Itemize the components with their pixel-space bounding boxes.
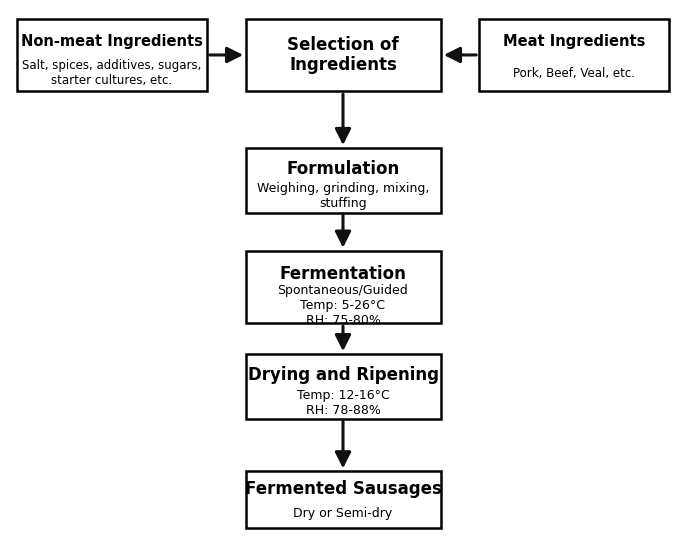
FancyBboxPatch shape [245, 354, 440, 419]
Text: Weighing, grinding, mixing,
stuffing: Weighing, grinding, mixing, stuffing [257, 182, 429, 210]
Text: Selection of
Ingredients: Selection of Ingredients [287, 36, 399, 75]
Text: Dry or Semi-dry: Dry or Semi-dry [293, 507, 393, 520]
Text: Spontaneous/Guided
Temp: 5-26°C
RH: 75-80%: Spontaneous/Guided Temp: 5-26°C RH: 75-8… [278, 284, 408, 327]
Text: Salt, spices, additives, sugars,
starter cultures, etc.: Salt, spices, additives, sugars, starter… [22, 59, 202, 87]
FancyBboxPatch shape [245, 19, 440, 92]
Text: Drying and Ripening: Drying and Ripening [247, 366, 438, 384]
Text: Fermentation: Fermentation [280, 265, 407, 283]
FancyBboxPatch shape [479, 19, 669, 92]
Text: Pork, Beef, Veal, etc.: Pork, Beef, Veal, etc. [513, 67, 635, 79]
Text: Fermented Sausages: Fermented Sausages [245, 480, 442, 498]
FancyBboxPatch shape [245, 148, 440, 213]
Text: Formulation: Formulation [286, 159, 400, 178]
Text: Non-meat Ingredients: Non-meat Ingredients [21, 35, 203, 49]
FancyBboxPatch shape [17, 19, 207, 92]
FancyBboxPatch shape [245, 471, 440, 528]
Text: Temp: 12-16°C
RH: 78-88%: Temp: 12-16°C RH: 78-88% [297, 389, 390, 416]
FancyBboxPatch shape [245, 250, 440, 323]
Text: Meat Ingredients: Meat Ingredients [503, 35, 645, 49]
